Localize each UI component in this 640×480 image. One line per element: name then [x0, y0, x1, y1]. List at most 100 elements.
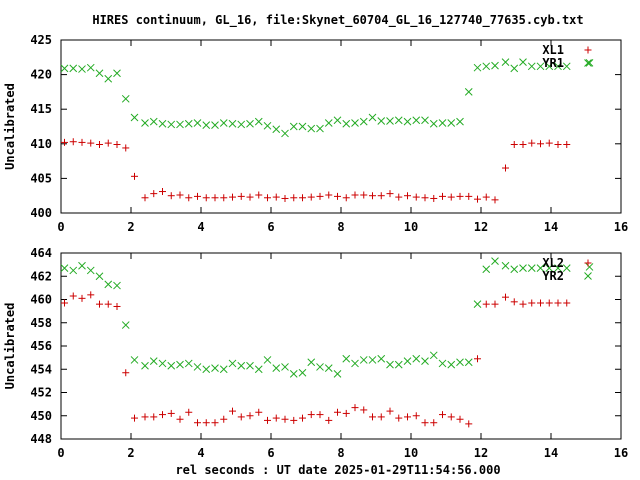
data-point	[325, 191, 333, 199]
data-point	[465, 420, 473, 428]
data-point	[211, 419, 219, 427]
data-point	[412, 193, 420, 201]
data-point	[159, 411, 166, 419]
data-point	[334, 408, 341, 416]
data-point	[430, 194, 438, 202]
data-point	[307, 358, 316, 367]
x-tick-label: 0	[57, 220, 64, 234]
data-point	[122, 369, 130, 377]
data-point	[394, 116, 403, 125]
data-point	[491, 196, 499, 204]
data-point	[69, 138, 77, 146]
y-tick-label: 400	[30, 206, 52, 220]
data-point	[237, 192, 245, 200]
y-tick-label: 464	[30, 246, 52, 260]
data-point	[263, 356, 272, 364]
x-tick-label: 8	[337, 446, 344, 460]
data-point	[585, 58, 594, 67]
series-XL2	[61, 291, 571, 428]
data-point	[395, 193, 403, 201]
data-point	[78, 294, 86, 302]
y-tick-label: 462	[30, 269, 52, 283]
data-point	[342, 409, 350, 417]
data-point	[386, 190, 394, 198]
data-point	[438, 119, 447, 127]
data-point	[464, 88, 473, 96]
series-YR1	[60, 58, 594, 138]
data-point	[342, 194, 350, 202]
data-point	[377, 117, 386, 125]
y-tick-label: 415	[30, 102, 52, 116]
data-point	[220, 415, 228, 423]
plot-frame	[60, 39, 622, 214]
data-point	[386, 117, 394, 125]
legend-label: YR1	[542, 56, 564, 70]
data-point	[87, 139, 95, 147]
data-point	[562, 62, 571, 71]
data-point	[563, 140, 571, 148]
x-tick-label: 6	[267, 220, 274, 234]
data-point	[377, 413, 385, 421]
data-point	[219, 119, 228, 127]
data-point	[369, 192, 376, 200]
data-point	[281, 194, 289, 202]
data-point	[104, 74, 113, 83]
data-point	[527, 62, 536, 71]
data-point	[60, 64, 69, 73]
legend-marker	[584, 259, 592, 267]
y-tick-label: 456	[30, 339, 52, 353]
data-point	[421, 357, 429, 365]
data-point	[351, 119, 359, 127]
y-tick-label: 452	[30, 386, 52, 400]
data-point	[456, 358, 464, 367]
y-tick-label: 405	[30, 171, 52, 185]
data-point	[473, 63, 482, 72]
data-point	[184, 119, 193, 128]
legend-label: XL1	[542, 43, 564, 57]
data-point	[333, 370, 342, 378]
data-point	[246, 119, 254, 128]
x-tick-label: 14	[544, 220, 558, 234]
data-point	[60, 264, 69, 272]
data-point	[281, 129, 289, 138]
data-point	[104, 280, 113, 289]
legend-marker	[584, 59, 592, 67]
data-point	[78, 261, 86, 270]
data-point	[141, 194, 149, 202]
data-point	[130, 356, 139, 364]
data-point	[537, 140, 544, 148]
data-point	[342, 354, 351, 363]
data-point	[502, 164, 509, 172]
data-point	[510, 298, 518, 306]
data-point	[536, 264, 545, 272]
data-point	[325, 416, 333, 424]
data-point	[351, 404, 359, 412]
data-point	[474, 195, 481, 203]
data-point	[158, 359, 167, 368]
data-point	[324, 364, 333, 372]
data-point	[194, 419, 201, 427]
data-point	[537, 299, 544, 307]
data-point	[447, 193, 455, 201]
data-point	[246, 193, 254, 201]
data-point	[359, 356, 368, 364]
data-point	[86, 266, 95, 275]
data-point	[316, 124, 324, 133]
x-tick-label: 12	[474, 446, 488, 460]
data-point	[324, 119, 333, 127]
data-point	[528, 139, 536, 147]
data-point	[167, 409, 175, 417]
data-point	[482, 193, 490, 201]
data-point	[289, 122, 298, 131]
x-tick-label: 6	[267, 446, 274, 460]
data-point	[176, 120, 184, 129]
data-point	[298, 122, 307, 131]
data-point	[519, 140, 527, 148]
data-point	[299, 414, 306, 422]
data-point	[69, 266, 78, 275]
y-axis-label: Uncalibrated	[3, 83, 17, 170]
data-point	[307, 124, 316, 133]
data-point	[95, 69, 104, 78]
data-point	[519, 264, 527, 272]
data-point	[342, 119, 351, 128]
